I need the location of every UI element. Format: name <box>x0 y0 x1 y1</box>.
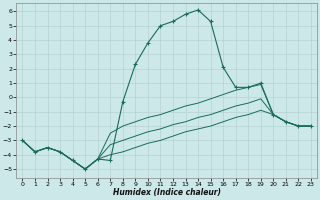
X-axis label: Humidex (Indice chaleur): Humidex (Indice chaleur) <box>113 188 221 197</box>
